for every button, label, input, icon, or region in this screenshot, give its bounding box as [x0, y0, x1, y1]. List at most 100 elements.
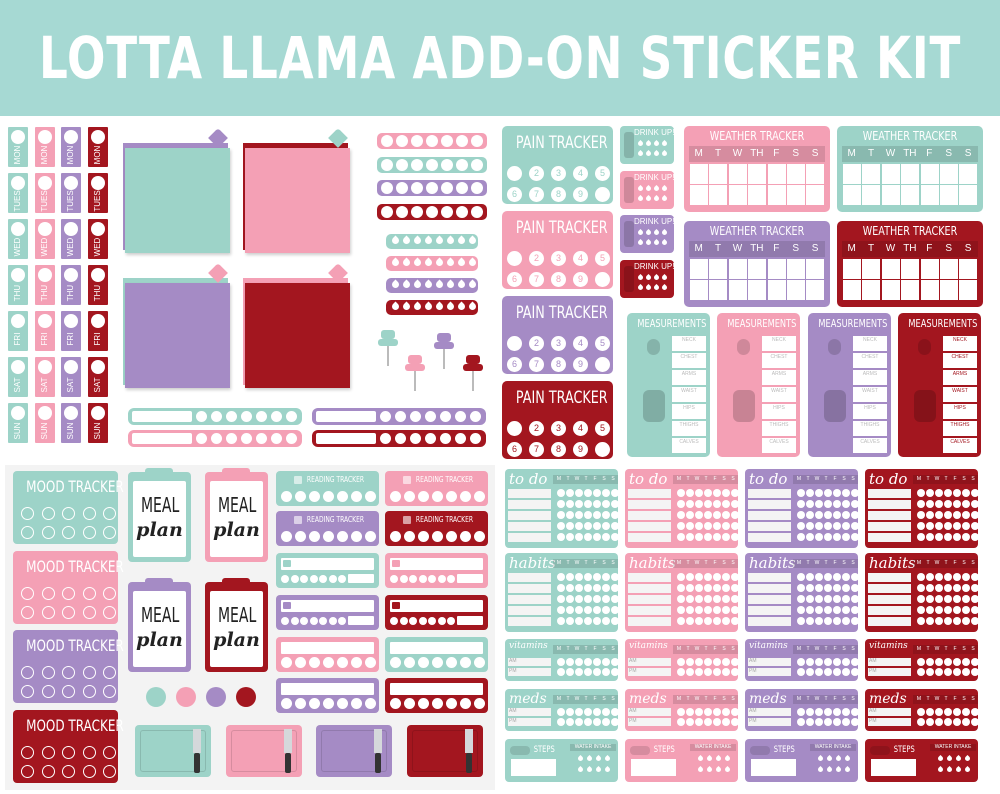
weekday-letter: F: [713, 646, 717, 652]
weekday-letter: F: [953, 476, 957, 482]
circle-icon: [722, 522, 730, 530]
day-sticker: WED: [87, 219, 108, 259]
measurements-sticker: MEASUREMENTS NECK CHEST ARMS WAIST HIPS THIGHS…: [627, 313, 710, 457]
water-drop-icon: [467, 235, 478, 246]
circle-icon: [410, 411, 421, 422]
circle-icon: [842, 718, 850, 726]
circle-icon: [722, 584, 730, 592]
weather-cell: [690, 185, 708, 205]
measurement-field: CHEST: [853, 353, 887, 368]
day-sticker: THU: [61, 265, 81, 305]
circle-icon: [595, 187, 610, 202]
circle-icon: [575, 573, 583, 581]
weekday-letter: T: [686, 560, 690, 566]
weekday-letter: W: [574, 476, 580, 482]
weekday-letter: W: [574, 560, 580, 566]
pin-base: [405, 364, 425, 371]
weekday-letter: T: [566, 696, 570, 702]
weather-cell: [728, 164, 747, 184]
pain-number: 5: [599, 253, 605, 263]
push-pin-icon: [378, 330, 398, 375]
pain-number: 4: [577, 423, 583, 433]
circle-icon: [806, 708, 814, 716]
circle-icon: [917, 489, 925, 497]
circle-icon: [602, 606, 610, 614]
circle-icon: [602, 584, 610, 592]
weekday-letter: S: [731, 476, 735, 482]
circle-icon: [37, 176, 52, 190]
circle-icon: [833, 668, 841, 676]
water-drop-icon: [434, 279, 445, 290]
circle-icon: [713, 658, 721, 666]
body-figure-icon: [906, 335, 944, 453]
pain-level: 7: [529, 272, 544, 287]
circle-icon: [704, 511, 712, 519]
water-drop-strip: [386, 278, 478, 293]
circle-icon: [917, 533, 925, 541]
dose-field: AM: [868, 708, 911, 716]
circle-icon: [37, 222, 52, 236]
tv-icon: [283, 560, 291, 567]
weather-cell: [959, 280, 978, 300]
day-sticker: SAT: [87, 357, 108, 397]
circle-icon: [323, 491, 334, 502]
pain-level: 6: [507, 442, 522, 457]
circle-icon: [418, 698, 429, 709]
circle-icon: [917, 584, 925, 592]
circle-icon: [351, 657, 362, 668]
face-icon: [21, 586, 34, 600]
circle-icon: [593, 573, 601, 581]
day-sticker: MON: [34, 127, 55, 167]
circle-icon: [953, 617, 961, 625]
weekday-band: [673, 645, 738, 654]
circle-icon: [824, 511, 832, 519]
pain-number: 9: [577, 444, 583, 454]
task-field: [628, 533, 671, 542]
face-icon: [62, 507, 75, 520]
water-drop-icon: [585, 765, 594, 774]
circle-icon: [64, 406, 78, 420]
pain-level: 5: [595, 166, 610, 181]
circle-icon: [584, 606, 592, 614]
measurements-title: MEASUREMENTS: [908, 317, 978, 330]
circle-icon: [241, 433, 252, 444]
circle-icon: [309, 575, 318, 583]
weather-cell: [920, 185, 939, 205]
circle-icon: [851, 668, 859, 676]
circle-icon: [824, 500, 832, 508]
task-field: [628, 573, 671, 582]
circle-icon: [695, 617, 703, 625]
circle-icon: [309, 617, 318, 625]
face-icon: [21, 526, 34, 539]
weather-cell: [901, 259, 920, 279]
circle-icon: [797, 708, 805, 716]
pain-level: 5: [595, 251, 610, 266]
circle-icon: [851, 533, 859, 541]
dose-field: PM: [868, 668, 911, 676]
tv-field: [390, 558, 483, 570]
circle-icon: [396, 205, 408, 218]
pain-level: 8: [551, 442, 566, 457]
circle-icon: [593, 500, 601, 508]
circle-icon: [797, 606, 805, 614]
circle-icon: [944, 617, 952, 625]
task-field: [508, 500, 551, 509]
weekday-letter: T: [926, 646, 930, 652]
circle-icon: [731, 522, 739, 530]
weekday-letter: S: [602, 696, 606, 702]
water-drop-icon: [467, 301, 478, 312]
habit-strip: [128, 408, 302, 425]
water-drop-icon: [963, 754, 972, 763]
day-sticker: THU: [87, 265, 108, 305]
weekday-letter: T: [824, 560, 828, 566]
circle-icon: [593, 718, 601, 726]
circle-icon: [806, 595, 814, 603]
circle-icon: [731, 584, 739, 592]
meds-tracker: meds M T W T F S S AM PM: [865, 689, 979, 731]
dose-label: AM: [509, 708, 517, 714]
figure-torso: [733, 390, 755, 422]
circle-icon: [962, 668, 970, 676]
circle-icon: [806, 584, 814, 592]
weekday-letter: M: [556, 476, 562, 482]
meal-label: MEAL: [217, 603, 257, 627]
